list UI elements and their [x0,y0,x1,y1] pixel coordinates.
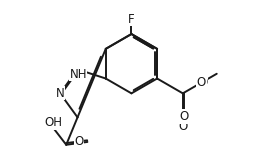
Text: N: N [56,87,64,100]
Text: O: O [197,76,206,89]
Text: O: O [197,76,206,89]
Text: O: O [180,110,189,123]
Text: F: F [128,13,135,26]
Text: NH: NH [69,68,87,81]
Text: O: O [75,135,84,148]
Text: O: O [178,120,187,133]
Text: O: O [198,76,208,89]
Text: OH: OH [44,116,62,129]
